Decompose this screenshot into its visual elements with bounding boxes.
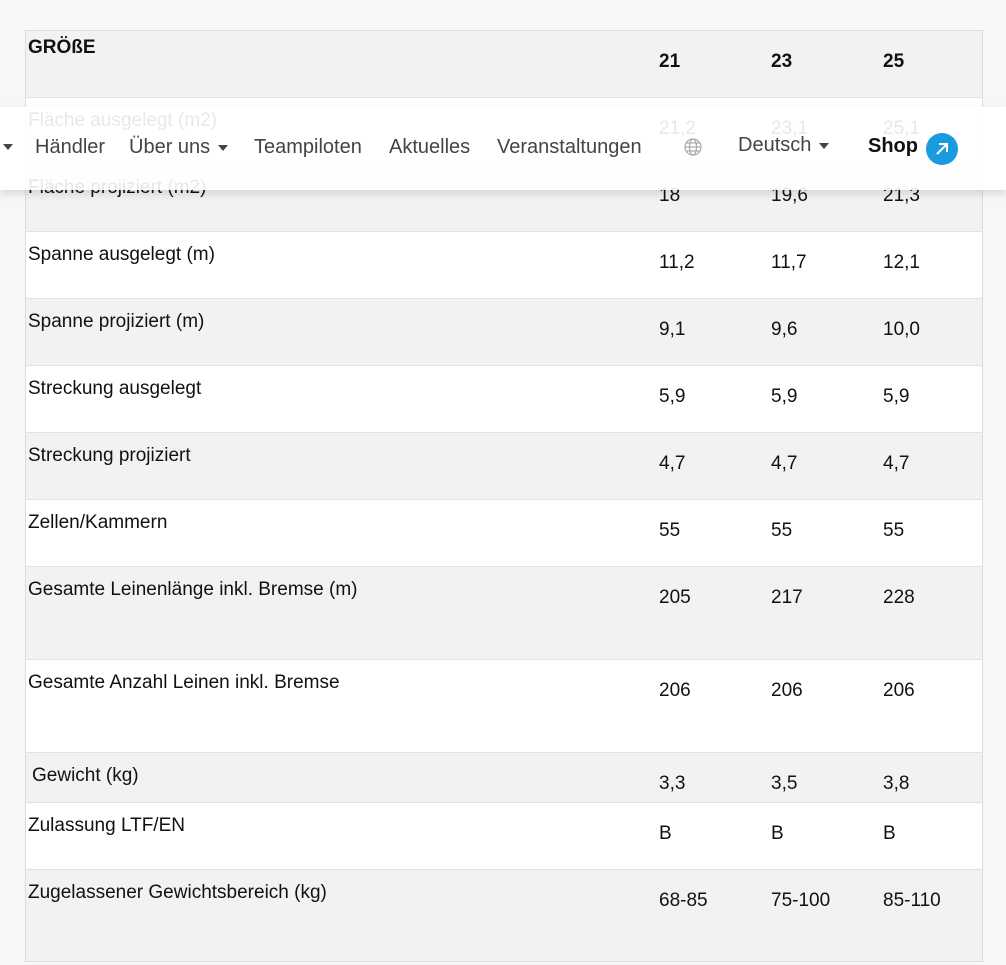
caret [819,142,830,149]
value-cell: 55 [771,520,793,541]
navbar: Deutsch Shop Händler Über uns Teampiloten A… [0,107,1006,190]
label-cell: Spanne projiziert (m) [28,311,205,332]
nav-label: Veranstaltungen [497,136,642,158]
value-cell: B [659,823,672,844]
table-row: Gewicht (kg) 3,3 3,5 3,8 [26,752,982,802]
value-cell: 10,0 [883,319,920,340]
value-cell: 205 [659,587,691,608]
value-cell: 4,7 [659,453,686,474]
value-cell: 206 [771,680,803,701]
label-cell: Gesamte Anzahl Leinen inkl. Bremse [28,672,340,693]
table-row: Zugelassener Gewichtsbereich (kg) 68-85 75… [26,869,982,961]
table-row: Streckung ausgelegt 5,9 5,9 5,9 [26,365,982,432]
label-cell: Spanne ausgelegt (m) [28,244,215,265]
nav-label: Händler [35,136,106,158]
nav-label: Über uns [129,136,211,158]
value-cell: 23 [771,51,793,72]
language-label: Deutsch [738,134,812,156]
nav-item[interactable]: Händler [35,136,105,159]
value-cell: 11,2 [659,252,695,273]
nav-label: Teampiloten [254,136,362,158]
label-cell: Gewicht (kg) [32,765,139,786]
table-row: Gesamte Anzahl Leinen inkl. Bremse 206 206… [26,659,982,752]
label-cell: Zulassung LTF/EN [28,815,185,836]
nav-item[interactable]: Teampiloten [254,136,362,159]
nav-label: Aktuelles [389,136,471,158]
value-cell: 5,9 [883,386,910,407]
value-cell: 55 [883,520,905,541]
table-row: Gesamte Leinenlänge inkl. Bremse (m) 205 2… [26,566,982,659]
value-cell: 21 [659,51,681,72]
value-cell: 4,7 [883,453,910,474]
nav-item[interactable]: Über uns [129,136,229,159]
value-cell: 3,5 [771,773,798,794]
value-cell: 5,9 [771,386,798,407]
label-cell: Streckung ausgelegt [28,378,202,399]
table-row: Zellen/Kammern 55 55 55 [26,499,982,566]
value-cell: 11,7 [771,252,807,273]
value-cell: 21,3 [883,185,920,206]
label-cell: Streckung projiziert [28,445,191,466]
label-cell: Zugelassener Gewichtsbereich (kg) [28,882,327,903]
value-cell: B [771,823,784,844]
table-row: Spanne ausgelegt (m) 11,2 11,7 12,1 [26,231,982,298]
table-row: Spanne projiziert (m) 9,1 9,6 10,0 [26,298,982,365]
nav-item[interactable]: Aktuelles [389,136,470,159]
value-cell: 228 [883,587,915,608]
label-cell: Gesamte Leinenlänge inkl. Bremse (m) [28,579,358,600]
shop-icon[interactable] [926,133,958,165]
label-cell: GRÖßE [28,37,96,58]
value-cell: 5,9 [659,386,686,407]
value-cell: 18 [659,185,681,206]
value-cell: 3,8 [883,773,910,794]
globe-icon[interactable] [683,137,703,157]
value-cell: 206 [883,680,915,701]
value-cell: 85-110 [883,890,941,911]
value-cell: 9,6 [771,319,798,340]
language-select[interactable]: Deutsch [738,134,830,157]
caret [3,144,13,150]
value-cell: 3,3 [659,773,686,794]
value-cell: 12,1 [883,252,920,273]
shop-link[interactable]: Shop [868,135,918,157]
value-cell: 19,6 [771,185,808,206]
value-cell: 68-85 [659,890,708,911]
value-cell: 4,7 [771,453,798,474]
table-row: Zulassung LTF/EN B B B [26,802,982,869]
nav-item[interactable]: Veranstaltungen [497,136,642,159]
value-cell: 25 [883,51,905,72]
value-cell: 206 [659,680,691,701]
value-cell: 217 [771,587,803,608]
table-row: Streckung projiziert 4,7 4,7 4,7 [26,432,982,499]
value-cell: 55 [659,520,681,541]
value-cell: 75-100 [771,890,831,911]
table-header: GRÖßE 21 23 25 [26,31,982,97]
label-cell: Zellen/Kammern [28,512,168,533]
caret [218,144,229,151]
value-cell: 9,1 [659,319,686,340]
value-cell: B [883,823,896,844]
